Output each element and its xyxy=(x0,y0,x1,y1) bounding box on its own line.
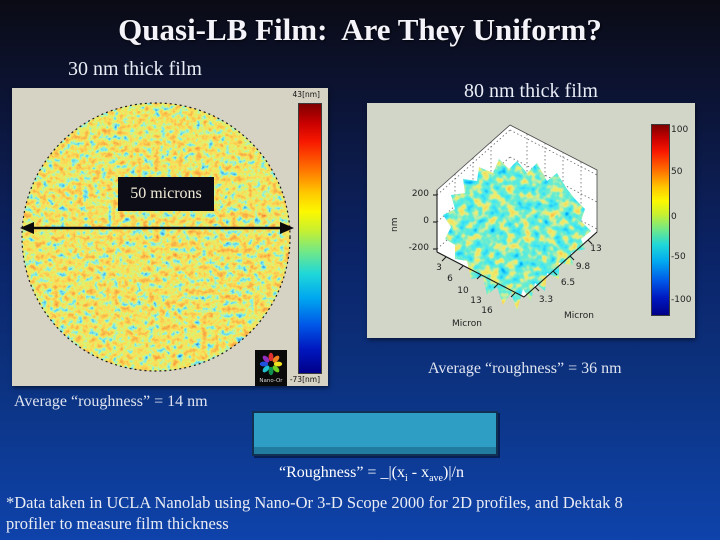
cbar-tick-neg50: -50 xyxy=(671,252,686,262)
formula-sub-ave: ave xyxy=(429,473,443,485)
film-2d-profile-panel: 50 microns 43[nm] -73[nm] Nano-Or xyxy=(12,88,328,386)
footnote: *Data taken in UCLA Nanolab using Nano-O… xyxy=(6,492,706,534)
z-tick-neg200: -200 xyxy=(408,243,429,253)
left-colorbar-max-label: 43[nm] xyxy=(292,90,320,99)
nano-or-logo-text: Nano-Or xyxy=(259,378,283,384)
left-colorbar xyxy=(298,103,322,374)
formula-minus: - x xyxy=(407,464,430,481)
formula-sub-i: i xyxy=(404,473,408,485)
cbar-tick-0: 0 xyxy=(671,212,677,222)
disc-outline xyxy=(21,102,291,372)
y-tick-3-3: 3.3 xyxy=(538,295,554,305)
x-tick-16: 16 xyxy=(481,306,493,316)
surface-plot xyxy=(433,124,598,311)
scale-label: 50 microns xyxy=(130,185,202,202)
y-tick-9-8: 9.8 xyxy=(575,262,591,272)
nano-or-logo-flower xyxy=(259,352,283,376)
x-axis-label: Micron xyxy=(452,319,482,329)
x-tick-6: 6 xyxy=(447,274,453,284)
formula-close: )|/n xyxy=(442,464,464,481)
y-axis-label: Micron xyxy=(564,311,594,321)
left-roughness-note: Average “roughness” = 14 nm xyxy=(14,393,208,410)
left-film-caption: 30 nm thick film xyxy=(68,58,202,80)
formula-prefix: “Roughness” = xyxy=(279,464,381,481)
right-roughness-note: Average “roughness” = 36 nm xyxy=(428,360,622,377)
film-3d-profile-panel: 200 0 -200 nm 3 6 10 13 16 Micron 3.3 6.… xyxy=(367,103,695,338)
film-2d-image xyxy=(20,102,294,372)
scale-label-box: 50 microns xyxy=(118,177,214,211)
z-tick-200: 200 xyxy=(411,189,429,199)
y-tick-13: 13 xyxy=(590,244,602,254)
cbar-tick-neg100: -100 xyxy=(671,295,692,305)
roughness-disc xyxy=(22,103,290,371)
left-colorbar-min-label: -73[nm] xyxy=(289,375,320,384)
axes-lines xyxy=(433,190,598,298)
right-film-caption: 80 nm thick film xyxy=(464,80,598,102)
z-tick-0: 0 xyxy=(423,216,429,226)
footnote-line-1: *Data taken in UCLA Nanolab using Nano-O… xyxy=(6,493,623,512)
slide-title: Quasi-LB Film: Are They Uniform? xyxy=(118,12,602,47)
cbar-tick-50: 50 xyxy=(671,167,683,177)
right-colorbar xyxy=(651,124,670,316)
x-tick-13: 13 xyxy=(470,296,482,306)
cbar-tick-100: 100 xyxy=(671,125,689,135)
nano-or-logo: Nano-Or xyxy=(255,350,287,386)
roughness-formula-box: “Roughness” = _|(xi - xave)|/n xyxy=(252,411,498,484)
x-tick-10: 10 xyxy=(457,286,469,296)
z-axis-label: nm xyxy=(390,217,400,232)
x-tick-3: 3 xyxy=(436,263,442,273)
footnote-line-2: profiler to measure film thickness xyxy=(6,514,229,533)
y-tick-6-5: 6.5 xyxy=(560,278,576,288)
formula-open: |(x xyxy=(388,464,405,481)
sum-symbol: _ xyxy=(380,464,389,481)
diameter-arrow xyxy=(20,222,294,234)
